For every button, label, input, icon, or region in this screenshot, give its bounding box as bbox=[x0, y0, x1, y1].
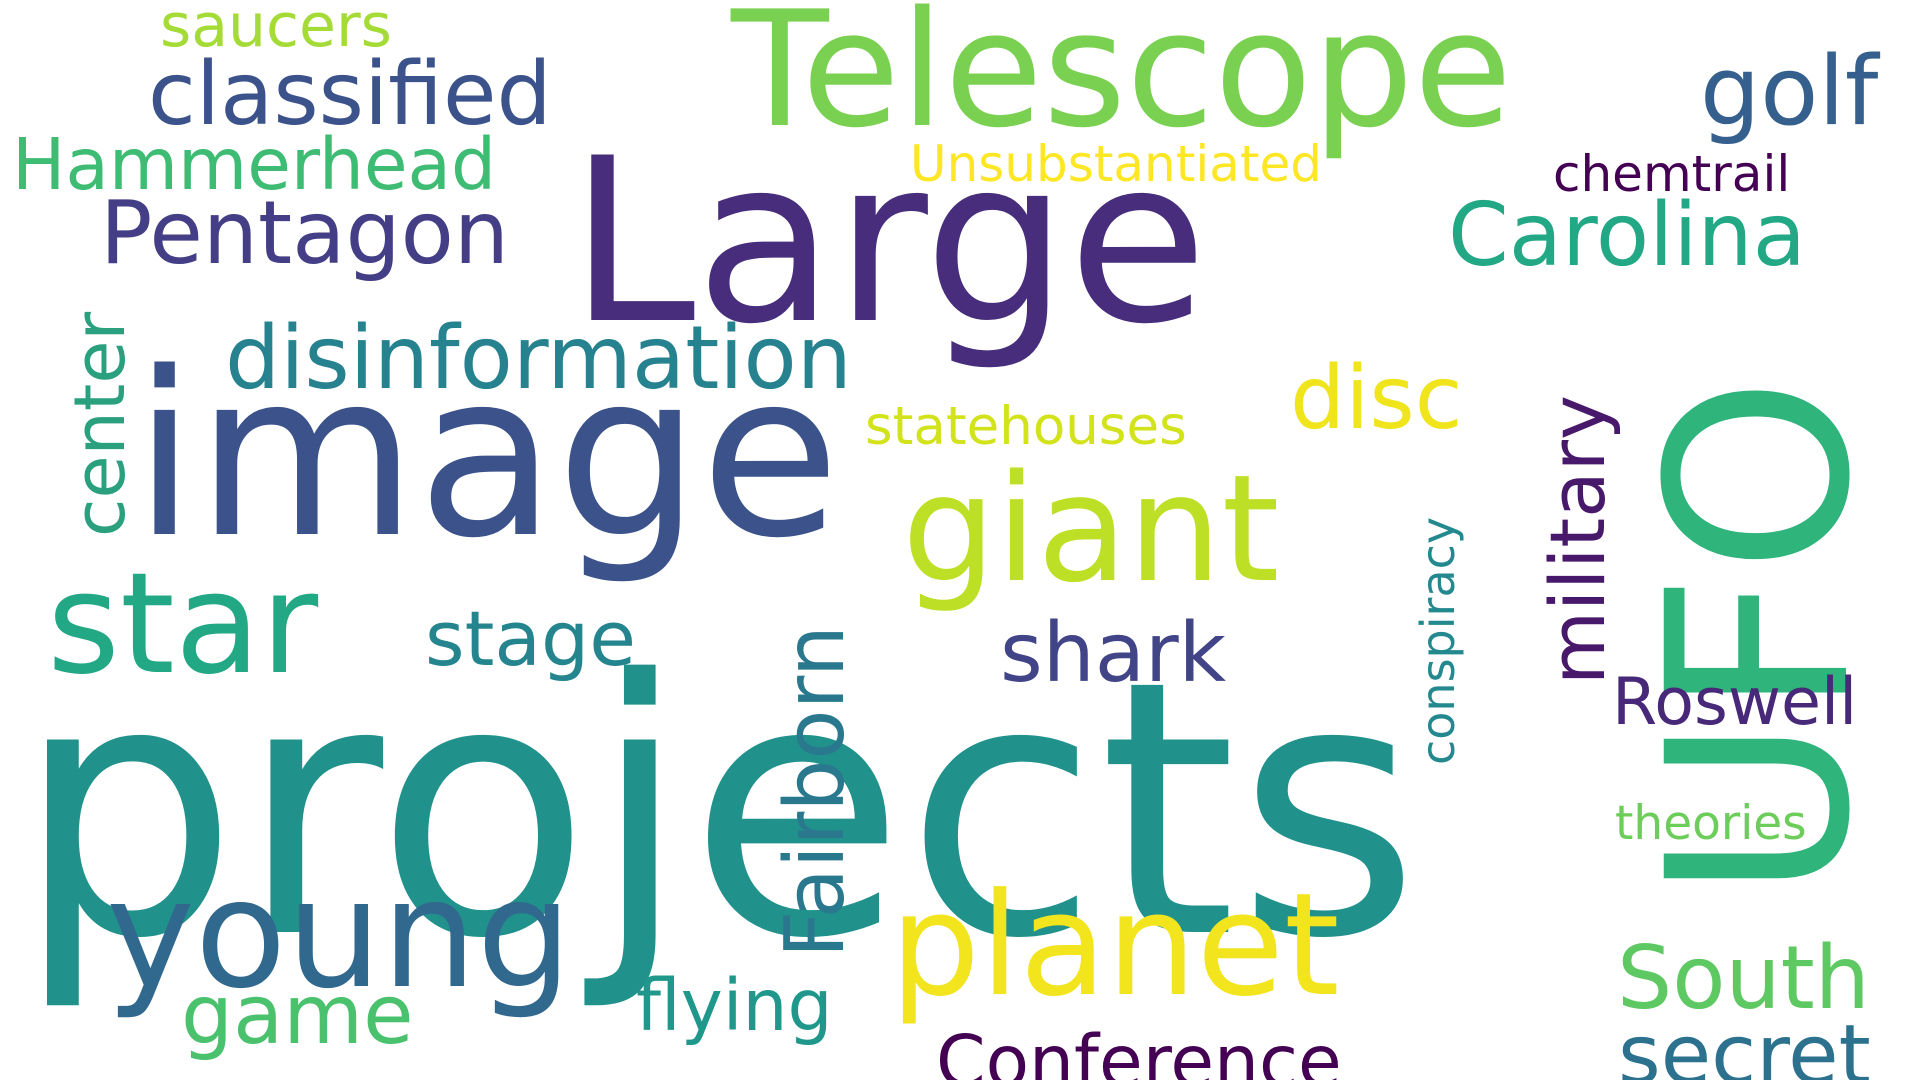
word-pentagon: Pentagon bbox=[100, 182, 510, 284]
word-stage: stage bbox=[425, 594, 636, 683]
word-giant: giant bbox=[902, 443, 1280, 615]
word-center: center bbox=[59, 311, 141, 537]
word-classified: classified bbox=[148, 43, 552, 145]
word-game: game bbox=[181, 968, 414, 1063]
word-conference: Conference bbox=[936, 1020, 1342, 1080]
word-planet: planet bbox=[890, 863, 1340, 1028]
word-young: young bbox=[106, 848, 572, 1022]
word-carolina: Carolina bbox=[1448, 184, 1806, 286]
word-chemtrail: chemtrail bbox=[1553, 145, 1791, 203]
word-flying: flying bbox=[636, 964, 833, 1047]
word-statehouses: statehouses bbox=[865, 396, 1187, 457]
word-golf: golf bbox=[1700, 37, 1879, 147]
word-telescope: Telescope bbox=[731, 0, 1513, 163]
word-conspiracy: conspiracy bbox=[1411, 516, 1465, 765]
word-theories: theories bbox=[1615, 796, 1807, 851]
word-disc: disc bbox=[1290, 347, 1463, 449]
word-fairborn: Fairborn bbox=[768, 625, 863, 958]
word-image: image bbox=[133, 323, 841, 588]
word-projects: projects bbox=[15, 606, 1421, 1016]
word-roswell: Roswell bbox=[1612, 665, 1858, 740]
word-unsubstantiated: Unsubstantiated bbox=[910, 135, 1322, 193]
word-south: South bbox=[1617, 927, 1870, 1029]
word-hammerhead: Hammerhead bbox=[12, 123, 497, 206]
word-saucers: saucers bbox=[160, 0, 392, 61]
word-shark: shark bbox=[1000, 606, 1227, 701]
word-military: military bbox=[1533, 395, 1622, 685]
word-disinformation: disinformation bbox=[225, 307, 852, 409]
word-star: star bbox=[47, 543, 319, 706]
word-secret: secret bbox=[1618, 1008, 1871, 1080]
word-large: Large bbox=[569, 109, 1208, 374]
